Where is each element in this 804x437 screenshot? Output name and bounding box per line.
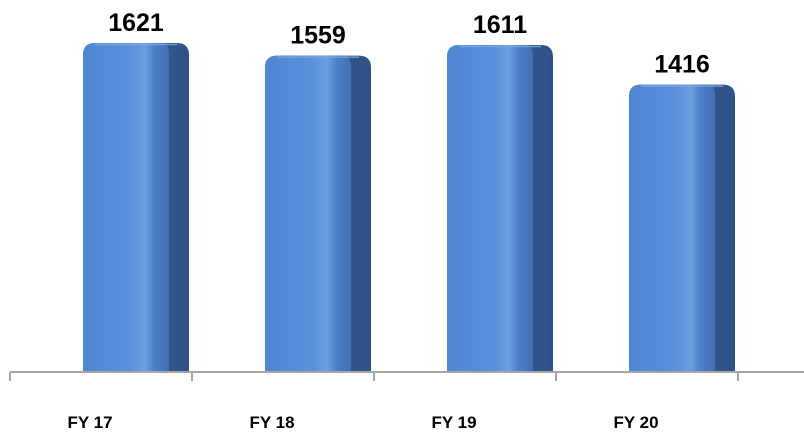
bar: [447, 45, 553, 373]
labels-layer: 1621 FY 17 1559 FY 18 1611 FY 19 1416 FY 20: [67, 9, 709, 432]
bar: [629, 84, 735, 373]
data-label: 1559: [290, 22, 346, 50]
bar-face: [629, 84, 715, 373]
x-axis: [9, 371, 804, 381]
bar: [265, 55, 371, 373]
bars-layer: [83, 43, 735, 373]
bar-face: [265, 55, 351, 373]
x-tick-label: FY 17: [67, 413, 112, 432]
x-tick-label: FY 19: [431, 413, 476, 432]
bar-face: [83, 43, 169, 372]
bar: [83, 43, 189, 372]
data-label: 1416: [654, 51, 710, 79]
data-label: 1611: [473, 11, 527, 39]
data-label: 1621: [108, 9, 164, 37]
x-tick-label: FY 20: [613, 413, 658, 432]
bar-face: [447, 45, 533, 373]
x-tick-label: FY 18: [249, 413, 294, 432]
